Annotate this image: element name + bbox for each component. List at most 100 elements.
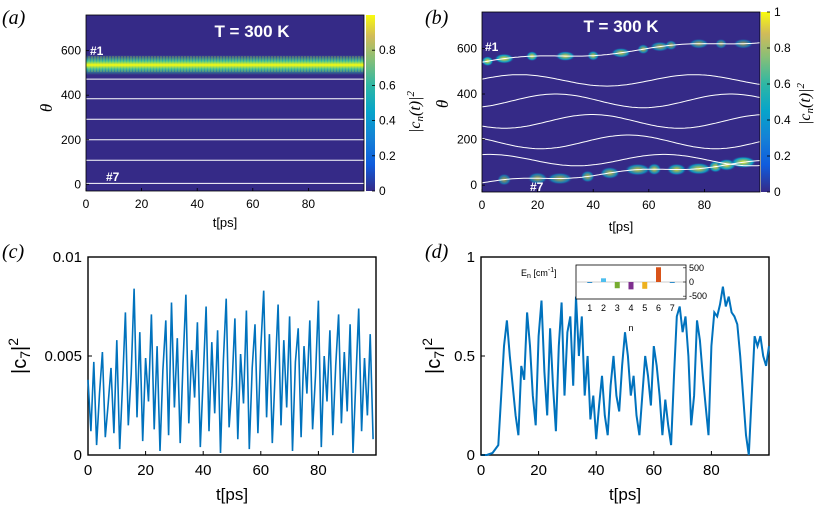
heatmap-a-xticks: 0 20 40 60 80 (83, 188, 315, 211)
colorbar-a-tick-label: 0 (379, 184, 386, 198)
inset-bar (587, 282, 593, 283)
inset-ytick-label: 500 (689, 263, 704, 273)
colorbar-b-tick-label: 1 (774, 5, 781, 19)
inset-xtick-label: 7 (670, 303, 675, 313)
heatmap-b-ytick-label: 200 (457, 133, 477, 147)
plot-c-xtick-label: 40 (195, 462, 212, 479)
heatmap-b-xtick-label: 80 (698, 198, 712, 212)
plot-c-ytick-label: 0 (74, 447, 82, 464)
heatmap-b-trajectory (481, 42, 761, 63)
plot-c-ylabel: |c7|2 (5, 338, 33, 374)
colorbar-a (366, 15, 375, 191)
heatmap-b-xtick-label: 20 (531, 198, 545, 212)
heatmap-b-yticks: 0 200 400 600 (457, 41, 485, 192)
plot-d-xticks: 0 20 40 60 80 (477, 451, 720, 479)
heatmap-a-band-texture (85, 56, 363, 73)
plot-d-xtick-label: 20 (530, 462, 547, 479)
inset-ytick-label: 0 (689, 277, 694, 287)
plot-c-yticks: 0 0.005 0.01 (44, 249, 92, 464)
heatmap-a-ytick-label: 600 (61, 44, 81, 58)
plot-d-ytick-label: 0 (467, 447, 475, 464)
colorbar-a-ticks: 0 0.2 0.4 0.6 0.8 (372, 43, 396, 198)
heatmap-b-xlabel: t[ps] (609, 219, 634, 234)
heatmap-a-area (86, 15, 364, 191)
colorbar-a-tick-label: 0.6 (379, 78, 396, 92)
inset-yticks: 500 0 -500 (683, 263, 707, 301)
plot-c-xtick-label: 0 (84, 462, 92, 479)
inset-bar (628, 282, 634, 290)
colorbar-b-tick-label: 0 (774, 185, 781, 199)
heatmap-b-marker-7: #7 (530, 180, 544, 194)
inset-ytick-label: -500 (689, 291, 707, 301)
colorbar-b-label: |cn(t)|2 (795, 83, 816, 126)
heatmap-b-trajectory (481, 114, 761, 129)
colorbar-a-label: |cn(t)|2 (405, 91, 426, 134)
heatmap-b-ylabel: θ (433, 100, 452, 108)
heatmap-a-xtick-label: 20 (135, 197, 149, 211)
plot-d-xtick-label: 60 (645, 462, 662, 479)
plot-d-ytick-label: 0.5 (454, 348, 475, 365)
colorbar-b (761, 12, 770, 192)
panel-c-letter: (c) (2, 241, 25, 263)
inset-bar (614, 282, 620, 289)
heatmap-a-xtick-label: 0 (83, 197, 90, 211)
plot-c-xtick-label: 80 (310, 462, 327, 479)
colorbar-a-tick-label: 0.8 (379, 43, 396, 57)
plot-c-ytick-label: 0.01 (53, 249, 82, 266)
heatmap-a-ylabel: θ (37, 104, 56, 112)
panel-b-letter: (b) (425, 7, 449, 29)
plot-d-ylabel: |c7|2 (419, 338, 447, 374)
heatmap-a-marker-1: #1 (90, 44, 104, 58)
plot-c-xtick-label: 60 (252, 462, 269, 479)
colorbar-b-tick-label: 0.6 (774, 77, 791, 91)
heatmap-a-xtick-label: 60 (246, 197, 260, 211)
colorbar-b-ticks: 0 0.2 0.4 0.6 0.8 1 (767, 5, 791, 199)
heatmap-a-yticks: 0 200 400 600 (61, 44, 89, 191)
heatmap-b-xtick-label: 60 (642, 198, 656, 212)
inset-bars (587, 267, 675, 290)
heatmap-b-title: T = 300 K (583, 17, 659, 36)
heatmap-a-xtick-label: 40 (191, 197, 205, 211)
inset-bar (656, 267, 661, 282)
colorbar-a-tick-label: 0.2 (379, 149, 396, 163)
heatmap-a-xlabel: t[ps] (213, 215, 238, 230)
heatmap-a-bright-band (86, 55, 364, 75)
panel-a-letter: (a) (2, 7, 26, 29)
heatmap-b-trajectory (481, 160, 761, 184)
inset-xlabel: n (628, 323, 633, 333)
heatmap-b-marker-1: #1 (485, 40, 499, 54)
heatmap-b-trajectory (481, 74, 761, 87)
panel-b: (b) T = 300 K #1 #7 0 20 40 60 80 0 200 400 600… (425, 5, 816, 234)
inset-xtick-label: 4 (628, 303, 633, 313)
inset-xtick-label: 2 (601, 303, 606, 313)
plot-d-xtick-label: 0 (477, 462, 485, 479)
inset-xtick-label: 5 (642, 303, 647, 313)
plot-c-xtick-label: 20 (137, 462, 154, 479)
heatmap-a-ytick-label: 0 (74, 177, 81, 191)
heatmap-b-trajectory (481, 134, 761, 150)
panel-d-letter: (d) (425, 241, 449, 263)
inset-xtick-label: 1 (587, 303, 592, 313)
inset-bar (669, 282, 675, 283)
panel-a: (a) T = 300 K #1 #7 0 20 40 60 80 0 200 400 600… (2, 7, 426, 230)
heatmap-a-frame (85, 14, 365, 192)
plot-c-ytick-label: 0.005 (44, 348, 82, 365)
heatmap-a-ytick-label: 400 (61, 88, 81, 102)
inset-bar (642, 282, 648, 289)
colorbar-a-tick-label: 0.4 (379, 114, 396, 128)
heatmap-a-ytick-label: 200 (61, 133, 81, 147)
heatmap-b-frame (481, 11, 761, 193)
heatmap-b-ytick-label: 0 (470, 178, 477, 192)
colorbar-b-tick-label: 0.2 (774, 149, 791, 163)
inset-bar (601, 278, 606, 282)
heatmap-b-ytick-label: 400 (457, 87, 477, 101)
plot-c-series-line (87, 288, 374, 454)
plot-d-xtick-label: 80 (703, 462, 720, 479)
plot-d-xlabel: t[ps] (609, 485, 641, 504)
heatmap-b-ytick-label: 600 (457, 41, 477, 55)
inset-xtick-label: 6 (656, 303, 661, 313)
plot-d-series-line (481, 286, 770, 456)
heatmap-b-xtick-label: 40 (587, 198, 601, 212)
